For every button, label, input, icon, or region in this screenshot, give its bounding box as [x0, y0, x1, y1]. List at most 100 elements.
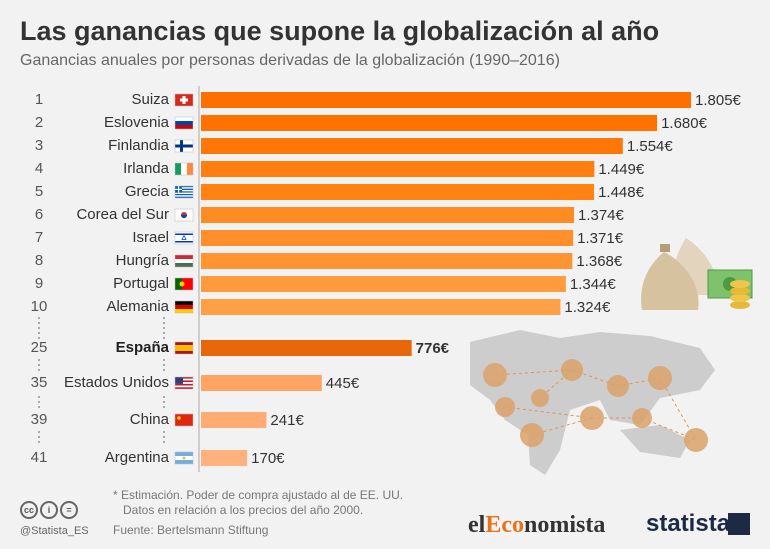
bar	[201, 340, 412, 356]
rank-label: 39	[31, 411, 48, 428]
flag-icon	[174, 254, 194, 268]
eleconomista-logo: elEconomista	[468, 512, 606, 538]
value-label: 445€	[326, 375, 360, 392]
bar-row-eslovenia: 2 Eslovenia 1.680€	[35, 114, 708, 132]
value-label: 1.680€	[661, 115, 708, 132]
bar-row-estados-unidos: 35 Estados Unidos 445€	[31, 374, 360, 392]
rank-label: 5	[35, 183, 43, 200]
rank-label: 7	[35, 229, 43, 246]
flag-icon	[174, 162, 194, 176]
ellipsis-markers	[38, 317, 165, 443]
flag-icon	[174, 277, 194, 291]
bar	[201, 184, 595, 200]
value-label: 170€	[251, 450, 285, 467]
rank-label: 6	[35, 206, 43, 223]
country-label: Hungría	[116, 252, 170, 269]
country-label: Argentina	[105, 449, 170, 466]
rank-label: 1	[35, 91, 43, 108]
attribution-icon: i	[40, 501, 58, 519]
bar-row-corea-del-sur: 6 Corea del Sur 1.374€	[35, 206, 625, 224]
country-label: Estados Unidos	[64, 374, 169, 391]
country-label: Corea del Sur	[76, 206, 169, 223]
money-bags-illustration	[641, 238, 753, 310]
country-label: Portugal	[113, 275, 169, 292]
value-label: 1.371€	[577, 230, 624, 247]
value-label: 241€	[270, 412, 304, 429]
bar-row-espana: 25 España 776€	[31, 339, 450, 357]
bar-row-finlandia: 3 Finlandia 1.554€	[35, 137, 674, 155]
country-label: China	[130, 411, 170, 428]
bar	[201, 207, 574, 223]
value-label: 1.448€	[598, 184, 645, 201]
bar	[201, 92, 691, 108]
bar	[201, 299, 561, 315]
world-map-illustration	[470, 330, 715, 475]
bar	[201, 276, 566, 292]
value-label: 1.449€	[598, 161, 645, 178]
rank-label: 2	[35, 114, 43, 131]
country-label: Grecia	[125, 183, 170, 200]
country-label: Alemania	[106, 298, 169, 315]
flag-icon	[174, 93, 194, 107]
value-label: 1.374€	[578, 207, 625, 224]
source-text: Fuente: Bertelsmann Stiftung	[113, 523, 269, 537]
value-label: 1.805€	[695, 92, 742, 109]
bar-row-alemania: 10 Alemania 1.324€	[31, 298, 611, 316]
country-label: Israel	[132, 229, 169, 246]
bar-row-portugal: 9 Portugal 1.344€	[35, 275, 617, 293]
no-derivatives-icon: =	[60, 501, 78, 519]
flag-icon	[174, 139, 194, 153]
bar-row-argentina: 41 Argentina 170€	[31, 449, 286, 467]
bar-row-suiza: 1 Suiza 1.805€	[35, 91, 742, 109]
rank-label: 9	[35, 275, 43, 292]
bar	[201, 138, 623, 154]
footnote: * Estimación. Poder de compra ajustado a…	[113, 488, 403, 518]
bar-row-israel: 7 Israel 1.371€	[35, 229, 624, 247]
flag-icon	[174, 451, 194, 465]
footnote-line-1: * Estimación. Poder de compra ajustado a…	[113, 488, 404, 502]
country-label: Eslovenia	[104, 114, 170, 131]
rank-label: 4	[35, 160, 43, 177]
rank-label: 25	[31, 339, 48, 356]
creative-commons-badges: cc i =	[20, 500, 80, 519]
flag-icon	[174, 341, 194, 355]
flag-icon	[174, 208, 194, 222]
country-label: Suiza	[131, 91, 169, 108]
value-label: 1.344€	[570, 276, 617, 293]
country-label: Finlandia	[108, 137, 170, 154]
bar	[201, 253, 573, 269]
value-label: 1.368€	[576, 253, 623, 270]
cc-icon: cc	[20, 501, 38, 519]
flag-icon	[174, 300, 194, 314]
bar	[201, 375, 322, 391]
bar	[201, 161, 595, 177]
footnote-line-2: Datos en relación a los precios del año …	[123, 503, 364, 517]
chart-subtitle: Ganancias anuales por personas derivadas…	[20, 52, 560, 69]
chart-title: Las ganancias que supone la globalizació…	[20, 16, 660, 46]
value-label: 1.324€	[564, 299, 611, 316]
rank-label: 41	[31, 449, 48, 466]
bar	[201, 450, 248, 466]
flag-icon	[174, 231, 194, 245]
statista-logo-mark-icon	[728, 513, 750, 535]
bar-row-irlanda: 4 Irlanda 1.449€	[35, 160, 645, 178]
flag-icon	[174, 116, 194, 130]
bar-row-hungria: 8 Hungría 1.368€	[35, 252, 623, 270]
rank-label: 10	[31, 298, 48, 315]
flag-icon	[174, 376, 194, 390]
rank-label: 8	[35, 252, 43, 269]
bar-row-grecia: 5 Grecia 1.448€	[35, 183, 645, 201]
flag-icon	[174, 185, 194, 199]
bar	[201, 115, 658, 131]
country-label: España	[116, 339, 170, 356]
bar-row-china: 39 China 241€	[31, 411, 305, 429]
value-label: 1.554€	[627, 138, 674, 155]
value-label: 776€	[416, 340, 450, 357]
rank-label: 3	[35, 137, 43, 154]
statista-logo: statista	[646, 510, 731, 537]
statista-handle: @Statista_ES	[20, 525, 89, 537]
bar	[201, 412, 267, 428]
bar	[201, 230, 574, 246]
country-label: Irlanda	[123, 160, 170, 177]
rank-label: 35	[31, 374, 48, 391]
